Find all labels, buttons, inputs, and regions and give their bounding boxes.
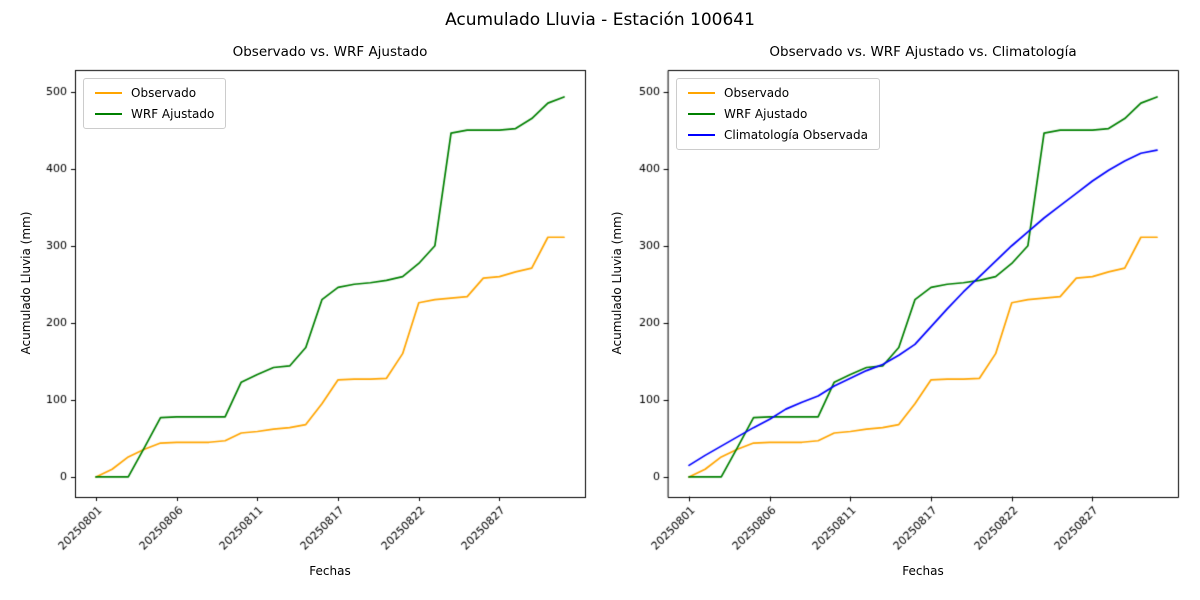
legend-label: WRF Ajustado	[724, 107, 808, 121]
legend-label: Observado	[724, 86, 790, 100]
legend-item: Observado	[688, 86, 868, 100]
legend-item: Observado	[95, 86, 214, 100]
legend-item: Climatología Observada	[688, 128, 868, 142]
subplot-title-right: Observado vs. WRF Ajustado vs. Climatolo…	[769, 44, 1077, 60]
x-axis-label-left: Fechas	[309, 564, 351, 578]
y-axis-label-right: Acumulado Lluvia (mm)	[610, 211, 624, 355]
legend-label: Climatología Observada	[724, 128, 868, 142]
legend-line-swatch-wrf-ajustado	[688, 113, 715, 115]
legend-line-swatch-observado	[688, 92, 715, 94]
y-axis-label-left: Acumulado Lluvia (mm)	[19, 211, 33, 355]
subplot-title-left: Observado vs. WRF Ajustado	[232, 44, 428, 60]
legend-line-swatch-wrf-ajustado	[95, 113, 122, 115]
figure-suptitle: Acumulado Lluvia - Estación 100641	[445, 10, 755, 30]
legend-right: Observado WRF Ajustado Climatología Obse…	[676, 78, 880, 150]
legend-label: Observado	[131, 86, 197, 100]
legend-item: WRF Ajustado	[688, 107, 868, 121]
legend-label: WRF Ajustado	[131, 107, 215, 121]
x-axis-label-right: Fechas	[902, 564, 944, 578]
legend-item: WRF Ajustado	[95, 107, 214, 121]
legend-left: Observado WRF Ajustado	[83, 78, 227, 129]
legend-line-swatch-observado	[95, 92, 122, 94]
legend-line-swatch-climatologia	[688, 134, 715, 136]
